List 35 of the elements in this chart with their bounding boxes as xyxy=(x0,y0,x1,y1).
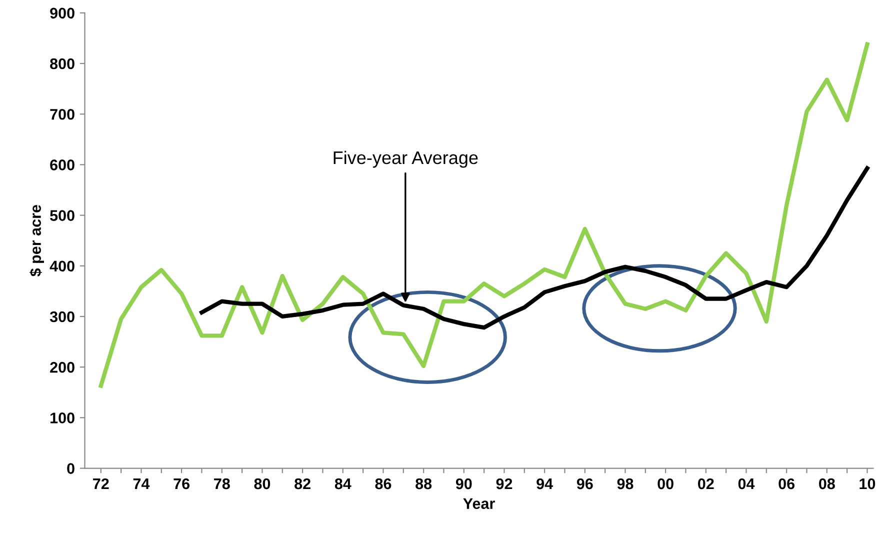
x-tick-label: 98 xyxy=(617,478,634,490)
y-tick-label: 500 xyxy=(50,210,74,221)
y-tick-label: 700 xyxy=(50,108,74,120)
x-tick-label: 96 xyxy=(576,478,593,490)
x-tick-label: 10 xyxy=(860,478,876,490)
x-tick-label: 72 xyxy=(93,478,109,490)
y-tick-label: 300 xyxy=(50,311,74,322)
x-tick-label: 74 xyxy=(133,478,150,490)
x-tick-label: 94 xyxy=(536,478,553,490)
x-tick-label: 00 xyxy=(658,478,674,490)
y-tick-label: 800 xyxy=(50,58,74,70)
x-tick-label: 80 xyxy=(254,478,270,490)
x-tick-label: 76 xyxy=(174,478,190,490)
annotation: Five-year Average xyxy=(334,150,478,168)
y-tick-label: 0 xyxy=(67,463,74,474)
x-tick-label: 84 xyxy=(334,478,352,490)
x-tick-label: 06 xyxy=(778,478,795,490)
x-tick-label: 04 xyxy=(738,478,755,490)
y-tick-label: 400 xyxy=(50,260,74,272)
x-tick-label: 82 xyxy=(294,478,310,490)
y-tick-label: 100 xyxy=(50,412,74,424)
x-tick-label: 92 xyxy=(496,478,512,490)
x-tick-label: 88 xyxy=(416,478,432,490)
x-tick-label: 78 xyxy=(214,478,230,490)
y-tick-label: 600 xyxy=(50,160,74,170)
y-tick-label: 200 xyxy=(50,362,74,373)
y-axis-title: $ per acre xyxy=(29,204,44,276)
x-axis-title: Year xyxy=(463,498,495,510)
x-tick-label: 86 xyxy=(375,478,392,490)
x-tick-label: 90 xyxy=(456,478,472,490)
y-tick-label: 900 xyxy=(50,8,74,19)
x-tick-label: 08 xyxy=(819,478,835,490)
x-tick-label: 02 xyxy=(698,478,714,490)
line-series xyxy=(200,166,870,330)
line-series xyxy=(98,42,870,388)
